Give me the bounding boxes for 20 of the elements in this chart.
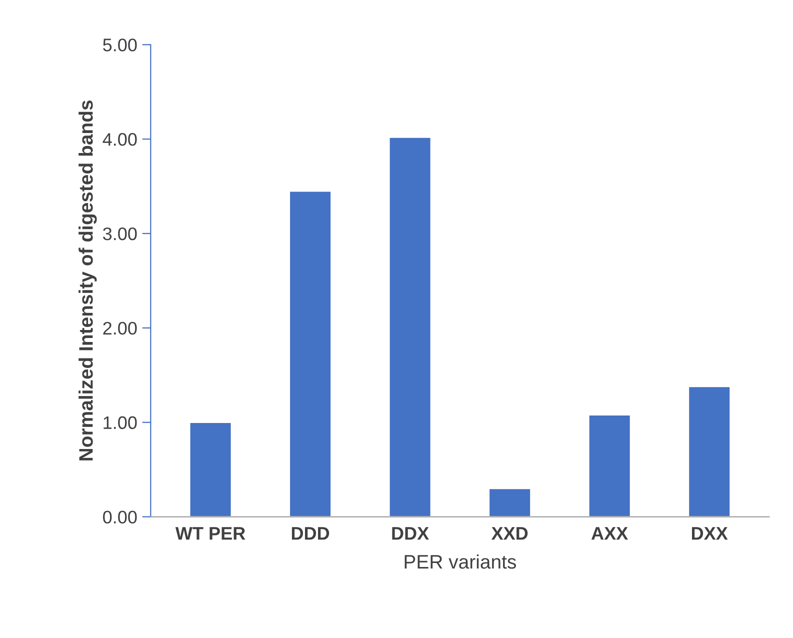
x-tick-label: XXD: [491, 527, 528, 540]
y-axis-title: Normalized Intensity of digested bands: [78, 100, 97, 460]
y-tick-label: 5.00: [103, 38, 137, 52]
x-tick-label: AXX: [591, 527, 628, 540]
bar: [288, 190, 332, 517]
bar: [388, 136, 432, 517]
y-tick-label: 1.00: [104, 416, 137, 430]
bar: [688, 386, 731, 517]
x-tick-label: DDX: [392, 527, 429, 540]
bar: [188, 422, 232, 517]
x-axis-title: PER variants: [404, 554, 516, 569]
x-tick-label: DDD: [292, 527, 330, 540]
x-tick-label: WT PER: [175, 527, 246, 540]
y-tick-label: 3.00: [103, 227, 137, 240]
bar: [588, 414, 632, 517]
y-tick-label: 0.00: [103, 510, 137, 524]
bar: [488, 488, 532, 517]
x-tick-label: DXX: [692, 527, 728, 540]
y-tick-label: 2.00: [103, 322, 137, 335]
y-tick-label: 4.00: [102, 133, 137, 146]
